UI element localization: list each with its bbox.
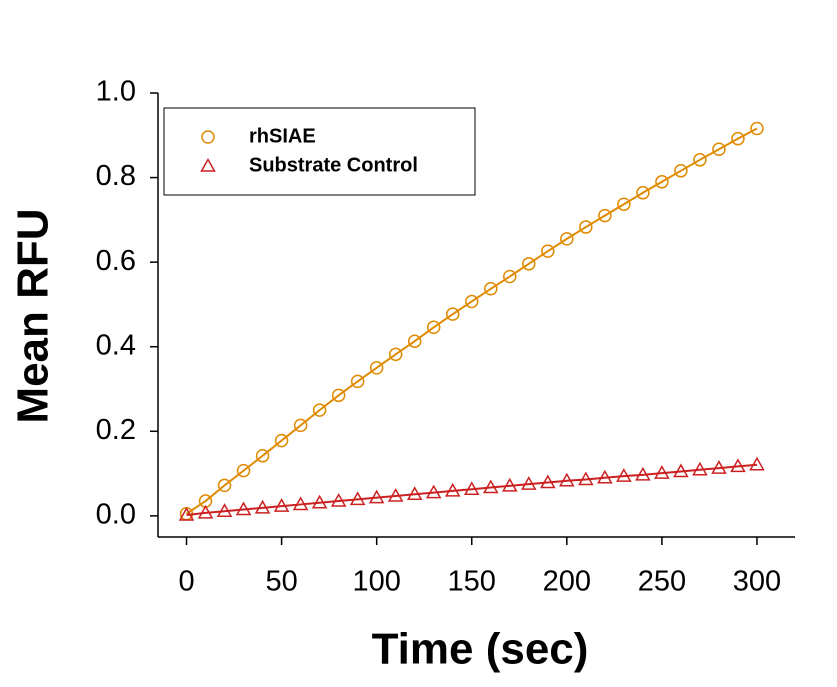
marker	[255, 449, 270, 463]
marker	[617, 197, 631, 211]
marker	[654, 465, 670, 479]
legend-label: Substrate Control	[249, 154, 418, 176]
marker	[635, 466, 651, 481]
marker	[217, 478, 232, 493]
marker	[425, 484, 442, 499]
marker	[331, 388, 346, 403]
marker	[730, 458, 746, 473]
marker	[674, 164, 688, 178]
marker	[197, 504, 214, 519]
marker	[350, 374, 365, 389]
marker	[463, 481, 480, 495]
marker	[235, 501, 252, 516]
x-tick-label: 250	[638, 566, 686, 598]
marker	[311, 494, 328, 509]
legend-marker	[200, 157, 216, 172]
marker	[597, 469, 613, 484]
marker	[579, 220, 593, 234]
marker	[312, 403, 327, 417]
marker	[482, 479, 499, 494]
marker	[616, 468, 632, 482]
marker	[749, 456, 765, 471]
marker	[522, 257, 536, 271]
y-tick-label: 0.2	[96, 414, 136, 446]
marker	[655, 175, 669, 189]
marker	[541, 244, 555, 258]
marker	[178, 506, 195, 521]
marker	[464, 294, 479, 309]
y-tick-label: 0.0	[96, 499, 136, 531]
marker	[444, 482, 461, 497]
marker	[368, 489, 385, 504]
x-tick-label: 300	[733, 566, 781, 598]
marker	[540, 474, 556, 489]
marker	[673, 463, 689, 478]
x-tick-label: 150	[448, 566, 496, 598]
marker	[426, 320, 441, 335]
marker	[349, 491, 366, 506]
y-tick-label: 1.0	[96, 76, 136, 108]
x-axis-title: Time (sec)	[372, 625, 589, 674]
marker	[273, 498, 290, 512]
x-tick-label: 100	[352, 566, 400, 598]
marker	[503, 269, 517, 284]
marker	[598, 208, 612, 223]
marker	[274, 433, 289, 448]
marker	[236, 463, 251, 478]
marker	[216, 503, 233, 517]
legend-box	[163, 107, 476, 196]
marker	[484, 282, 498, 296]
marker	[387, 487, 404, 502]
series-line	[185, 127, 758, 515]
x-tick-label: 0	[178, 566, 194, 598]
marker	[330, 493, 347, 507]
marker	[292, 496, 309, 511]
marker	[692, 461, 708, 476]
marker	[578, 471, 594, 486]
marker	[445, 307, 460, 321]
marker	[731, 131, 745, 146]
x-tick-label: 200	[543, 566, 591, 598]
y-tick-label: 0.4	[96, 329, 136, 361]
marker	[712, 142, 726, 156]
legend-marker	[201, 130, 215, 144]
marker	[254, 499, 271, 514]
marker	[407, 334, 422, 348]
marker	[559, 472, 575, 487]
y-tick-label: 0.8	[96, 160, 136, 192]
marker	[521, 476, 537, 490]
marker	[501, 477, 518, 492]
y-tick-label: 0.6	[96, 245, 136, 277]
y-axis-title: Mean RFU	[9, 208, 58, 423]
marker	[693, 153, 707, 167]
marker	[636, 186, 650, 200]
marker	[711, 460, 727, 474]
series-line	[186, 463, 758, 517]
legend-label: rhSIAE	[249, 125, 316, 147]
marker	[369, 361, 384, 375]
marker	[750, 121, 764, 136]
marker	[406, 486, 423, 501]
x-tick-label: 50	[265, 566, 297, 598]
marker	[293, 418, 308, 433]
marker	[560, 232, 574, 246]
marker	[388, 347, 403, 362]
